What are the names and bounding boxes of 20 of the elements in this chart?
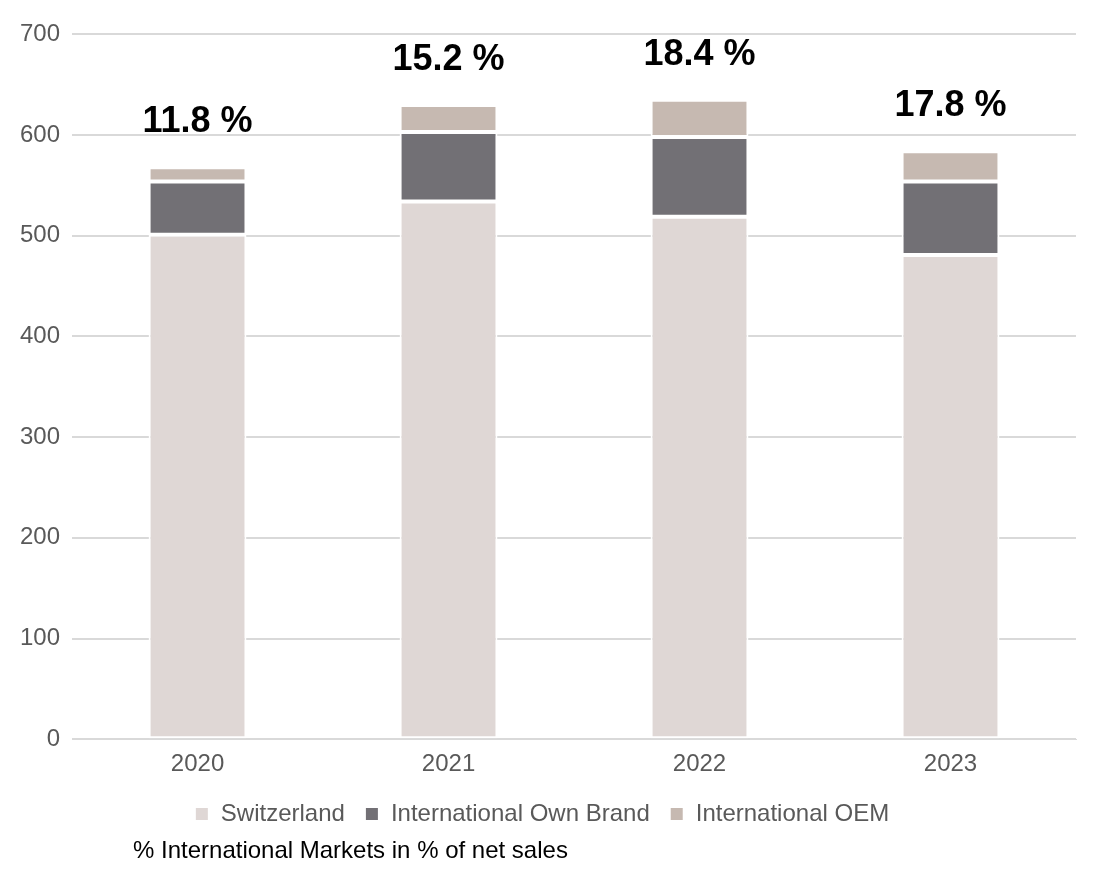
- annotation: 11.8 %: [142, 99, 253, 141]
- y-tick-label: 100: [20, 623, 61, 651]
- x-tick-label: 2022: [672, 749, 727, 777]
- y-tick-label: 600: [20, 119, 61, 147]
- y-tick-label: 0: [46, 723, 61, 751]
- x-tick-label: 2021: [421, 749, 476, 777]
- annotation: 17.8 %: [894, 83, 1007, 125]
- text: % International Markets in % of net sales: [133, 836, 569, 864]
- y-tick-label: 400: [20, 321, 61, 349]
- y-tick-label: 700: [20, 19, 61, 47]
- y-tick-label: 300: [20, 421, 61, 449]
- annotation: 18.4 %: [643, 31, 756, 73]
- y-tick-label: 500: [20, 220, 61, 248]
- legend-label: Switzerland: [220, 798, 345, 826]
- x-tick-label: 2023: [923, 749, 978, 777]
- y-tick-label: 200: [20, 522, 61, 550]
- legend-label: International Own Brand: [390, 798, 650, 826]
- x-tick-label: 2020: [170, 749, 225, 777]
- annotation: 15.2 %: [392, 36, 505, 78]
- legend-label: International OEM: [695, 798, 890, 826]
